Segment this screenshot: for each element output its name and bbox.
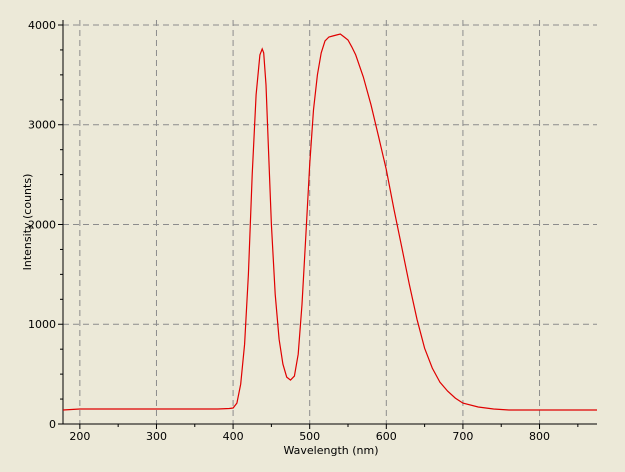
y-tick-label: 1000 xyxy=(28,318,56,331)
x-tick-label: 200 xyxy=(69,430,90,443)
x-tick-label: 500 xyxy=(299,430,320,443)
x-tick-label: 800 xyxy=(529,430,550,443)
x-axis-label: Wavelength (nm) xyxy=(283,444,378,457)
y-tick-label: 4000 xyxy=(28,19,56,32)
x-tick-label: 400 xyxy=(223,430,244,443)
series-line xyxy=(62,33,597,411)
x-tick-label: 600 xyxy=(376,430,397,443)
y-axis-label: Intensity (counts) xyxy=(21,174,34,271)
y-tick-label: 2000 xyxy=(28,218,56,231)
x-tick-label: 700 xyxy=(452,430,473,443)
grid-layer xyxy=(63,20,597,424)
tick-layer: 200 300 400 500 600 700 800 0 1000 2000 3000 4000 xyxy=(28,19,579,443)
x-tick-label: 300 xyxy=(146,430,167,443)
y-tick-label: 3000 xyxy=(28,119,56,132)
y-tick-label: 0 xyxy=(49,418,56,431)
axis-layer xyxy=(62,20,597,425)
